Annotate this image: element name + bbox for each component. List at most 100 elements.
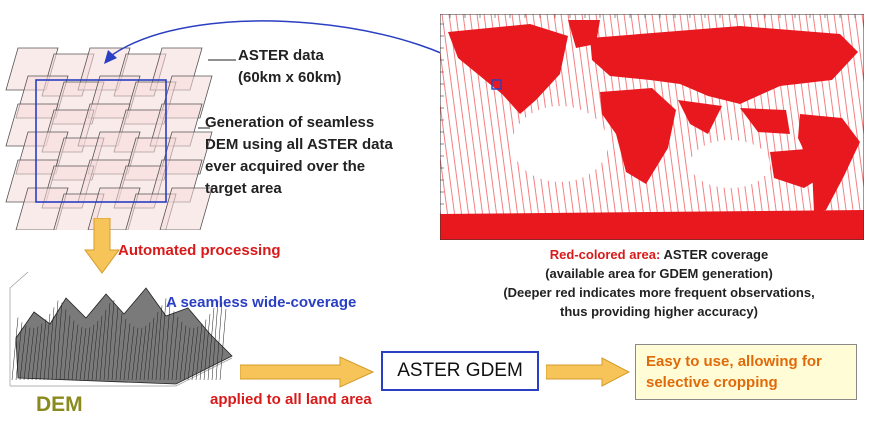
dem-mesh-line xyxy=(55,302,63,381)
easy-line1: Easy to use, allowing for xyxy=(646,353,822,370)
orbit-track xyxy=(742,14,774,240)
generation-line: target area xyxy=(205,180,282,197)
dem-mesh-line xyxy=(11,317,19,381)
dem-mesh-line xyxy=(155,305,163,381)
dem-mesh-line xyxy=(31,326,39,381)
aster-data-label: ASTER data (60km x 60km) xyxy=(238,45,341,89)
generation-line: ever acquired over the xyxy=(205,158,366,175)
orbit-track xyxy=(854,14,864,86)
dem-mesh-line xyxy=(83,327,91,381)
orbit-track xyxy=(791,14,823,240)
orbit-track xyxy=(448,14,480,240)
dem-mesh-line xyxy=(179,325,187,381)
dem-mesh-line xyxy=(195,323,203,381)
dem-mesh-line xyxy=(143,322,151,381)
generation-line: Generation of seamless xyxy=(205,114,375,131)
seamless-coverage-label: A seamless wide-coverage xyxy=(166,294,357,311)
orbit-track xyxy=(840,14,864,192)
scene-tile xyxy=(15,187,69,230)
orbit-track xyxy=(749,14,781,240)
orbit-track xyxy=(805,14,837,240)
dem-mesh-line xyxy=(135,327,143,381)
dem-mesh-line xyxy=(199,319,207,381)
dem-mesh-line xyxy=(103,302,111,381)
orbit-track xyxy=(651,14,683,240)
dem-mesh-line xyxy=(175,321,183,381)
right-arrow-to-easy xyxy=(546,357,630,387)
orbit-track xyxy=(658,14,690,240)
orbit-track xyxy=(735,14,767,240)
orbit-track xyxy=(441,14,473,240)
automated-processing-label: Automated processing xyxy=(118,242,281,259)
orbit-track xyxy=(476,14,508,240)
dem-mesh-line xyxy=(15,322,23,381)
caption-red-part: Red-colored area: xyxy=(549,247,661,262)
dem-mesh-line xyxy=(211,300,219,381)
orbit-track xyxy=(602,14,634,240)
easy-to-use-box: Easy to use, allowing for selective crop… xyxy=(635,344,857,400)
dem-mesh-line xyxy=(183,327,191,381)
orbit-track xyxy=(609,14,641,240)
dem-mesh-line xyxy=(87,324,95,381)
orbit-track xyxy=(728,14,760,240)
orbit-track xyxy=(672,14,704,240)
orbit-track xyxy=(644,14,676,240)
dem-mesh-line xyxy=(191,326,199,381)
orbit-track xyxy=(497,14,529,240)
dem-mesh-line xyxy=(127,326,135,381)
dem-mesh-line xyxy=(91,320,99,381)
aster-scene-tiles xyxy=(5,47,213,230)
orbit-track xyxy=(490,14,522,240)
dem-mesh-line xyxy=(99,309,107,381)
orbit-track xyxy=(595,14,627,240)
orbit-track xyxy=(483,14,515,240)
orbit-track xyxy=(707,14,739,240)
orbit-track xyxy=(812,14,844,240)
caption-line2: (available area for GDEM generation) xyxy=(545,266,773,281)
orbit-track xyxy=(616,14,648,240)
orbit-track xyxy=(819,14,851,240)
dem-mesh-line xyxy=(59,309,67,381)
aster-coverage-map xyxy=(440,14,864,240)
orbit-track xyxy=(623,14,655,240)
dem-mesh-line xyxy=(79,327,87,381)
caption-line4: thus providing higher accuracy) xyxy=(560,304,758,319)
dem-mesh-line xyxy=(39,319,47,381)
orbit-track xyxy=(714,14,746,240)
dem-mesh-line xyxy=(27,327,35,381)
orbit-track xyxy=(462,14,494,240)
orbit-track xyxy=(637,14,669,240)
orbit-track xyxy=(826,14,858,240)
dem-mesh-line xyxy=(215,302,223,381)
orbit-track xyxy=(784,14,816,240)
dem-mesh-line xyxy=(43,313,51,381)
dem-mesh-line xyxy=(23,327,31,381)
target-area-box xyxy=(35,79,167,203)
dem-mesh-line xyxy=(107,300,115,381)
dem-mesh-line xyxy=(67,320,75,381)
dem-mesh-line xyxy=(203,314,211,381)
dem-mesh-line xyxy=(95,315,103,381)
dem-mesh-line xyxy=(119,318,127,381)
orbit-track xyxy=(847,14,864,139)
dem-mesh-line xyxy=(151,311,159,381)
dem-label: DEM xyxy=(36,393,83,416)
applied-label: applied to all land area xyxy=(210,391,372,408)
orbit-track xyxy=(630,14,662,240)
aster-data-line1: ASTER data xyxy=(238,47,324,64)
easy-line2: selective cropping xyxy=(646,374,778,391)
dem-mesh-line xyxy=(139,325,147,381)
orbit-track xyxy=(770,14,802,240)
dem-mesh-line xyxy=(47,307,55,381)
right-arrow-to-gdem xyxy=(240,356,374,388)
map-caption: Red-colored area: ASTER coverage (availa… xyxy=(464,245,854,321)
generation-line: DEM using all ASTER data xyxy=(205,136,393,153)
dem-terrain xyxy=(9,271,233,387)
dem-mesh-line xyxy=(115,313,123,381)
orbit-track xyxy=(588,14,620,240)
dem-mesh-line xyxy=(75,327,83,381)
orbit-track xyxy=(756,14,788,240)
dem-mesh-line xyxy=(131,327,139,381)
dem-mesh-line xyxy=(163,304,171,381)
caption-line1: Red-colored area: ASTER coverage xyxy=(464,245,854,264)
